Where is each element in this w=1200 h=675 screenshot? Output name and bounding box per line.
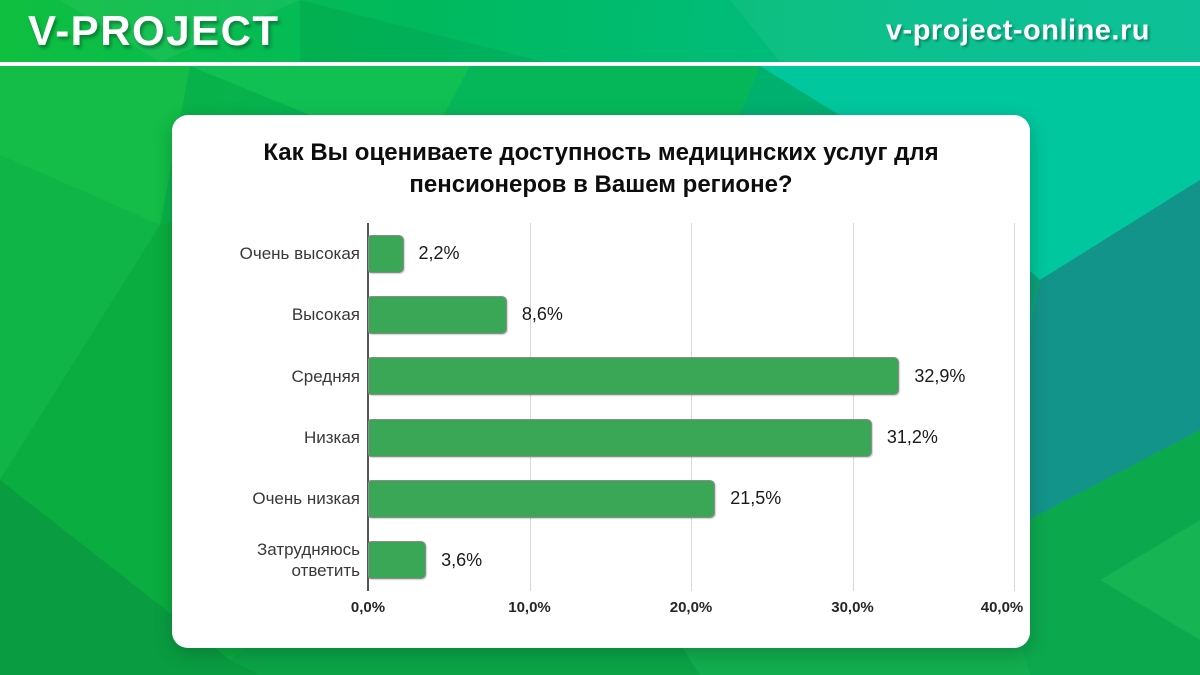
category-label: Очень высокая xyxy=(239,244,360,264)
category-label: Высокая xyxy=(291,305,360,325)
y-axis-line xyxy=(367,223,369,591)
bar-value-label: 21,5% xyxy=(730,488,782,509)
gridlines xyxy=(367,223,1015,591)
bar-row: 8,6% xyxy=(368,284,1014,345)
x-tick-label: 30,0% xyxy=(831,599,874,616)
bar-value-label: 3,6% xyxy=(441,549,483,570)
category-labels: Очень высокая Высокая Средняя Низкая Очень н… xyxy=(172,223,360,591)
gridline xyxy=(1014,223,1015,591)
gridline xyxy=(852,223,854,591)
category-label: Низкая xyxy=(303,428,360,448)
bar xyxy=(368,295,507,334)
site-url-text: v-project-online.ru xyxy=(885,14,1150,47)
bar xyxy=(368,541,427,580)
bar-value-label: 2,2% xyxy=(418,243,460,264)
bar xyxy=(368,234,404,273)
bar-row: 3,6% xyxy=(368,530,1014,591)
x-tick-label: 10,0% xyxy=(508,599,551,616)
x-tick-label: 20,0% xyxy=(669,599,713,616)
bar-value-label: 32,9% xyxy=(914,365,966,386)
bar xyxy=(368,418,872,457)
bar-row: 32,9% xyxy=(368,346,1014,407)
bar-row: 31,2% xyxy=(368,407,1014,468)
header-poly-texture xyxy=(60,0,1200,62)
plot-area: 2,2% 8,6% 32,9% 31,2% 21,5% 3,6% xyxy=(367,223,1015,591)
bar xyxy=(368,479,716,518)
category-label: Затрудняюсь ответить xyxy=(257,540,360,581)
bar xyxy=(368,357,900,396)
brand-logo-text: V-PROJECT xyxy=(28,7,280,54)
category-label: Средняя xyxy=(291,366,360,386)
bar-value-label: 8,6% xyxy=(521,304,563,325)
category-label: Очень низкая xyxy=(252,489,360,509)
bar-rows: 2,2% 8,6% 32,9% 31,2% 21,5% 3,6% xyxy=(368,223,1014,591)
header-banner: V-PROJECT v-project-online.ru xyxy=(0,0,1200,66)
gridline xyxy=(691,223,692,591)
bar-value-label: 31,2% xyxy=(886,427,938,448)
chart-title: Как Вы оцениваете доступность медицински… xyxy=(263,139,939,199)
gridline xyxy=(529,223,531,591)
survey-card: Как Вы оцениваете доступность медицински… xyxy=(172,115,1030,648)
x-tick-label: 0,0% xyxy=(350,599,386,616)
x-axis-labels: 0,0% 10,0% 20,0% 30,0% 40,0% xyxy=(351,599,1023,621)
x-tick-label: 40,0% xyxy=(980,599,1024,616)
bar-row: 21,5% xyxy=(368,468,1014,529)
bar-row: 2,2% xyxy=(368,223,1014,284)
